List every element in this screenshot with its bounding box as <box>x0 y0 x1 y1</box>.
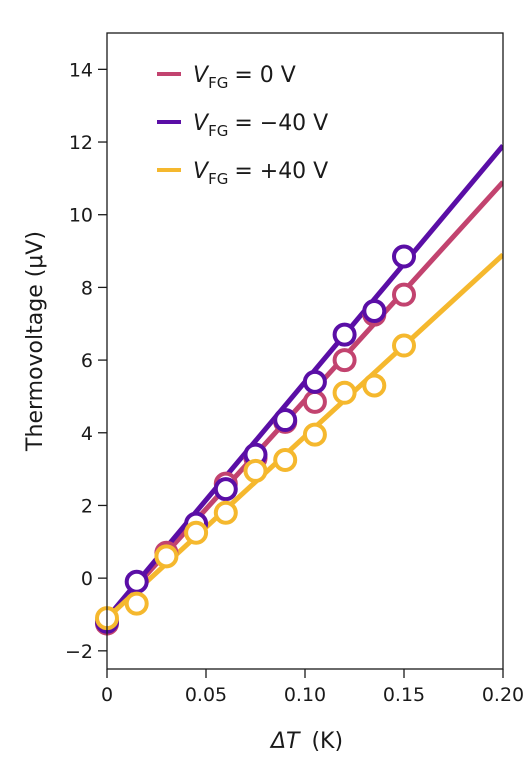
y-tick-label: 14 <box>69 59 93 81</box>
data-point <box>392 244 416 269</box>
legend-label-subscript: FG <box>208 122 228 140</box>
data-point <box>124 569 149 594</box>
data-point <box>332 348 357 373</box>
data-point <box>302 389 327 414</box>
x-axis-title: ΔT (K) <box>269 729 343 754</box>
data-point <box>213 477 238 502</box>
x-tick-label: 0 <box>101 684 113 706</box>
data-point <box>302 422 327 447</box>
data-point <box>213 500 238 525</box>
y-tick-label: 0 <box>81 568 93 590</box>
data-point <box>184 520 209 545</box>
legend-label: VFG = −40 V <box>193 111 328 140</box>
y-tick-label: 10 <box>69 205 93 227</box>
legend-label-symbol: V <box>193 111 210 136</box>
x-tick-label: 0.20 <box>482 684 524 706</box>
y-tick-label: 12 <box>69 132 93 154</box>
y-tick-label: 2 <box>81 495 93 517</box>
legend-label-symbol: V <box>193 159 210 184</box>
x-tick-label: 0.15 <box>383 684 425 706</box>
data-point <box>243 458 268 483</box>
legend-label: VFG = 0 V <box>193 63 296 92</box>
legend-label-value: = −40 V <box>234 111 328 136</box>
y-tick-label: 4 <box>81 423 93 445</box>
x-axis-title-symbol: ΔT <box>269 729 301 754</box>
data-point <box>273 408 298 433</box>
y-tick-label: 6 <box>81 350 93 372</box>
legend-label-value: = +40 V <box>234 159 328 184</box>
x-axis-ticks: 0 0.05 0.10 0.15 0.20 <box>101 669 524 706</box>
legend-label-subscript: FG <box>208 74 228 92</box>
x-axis-title-unit: (K) <box>311 729 343 754</box>
data-point <box>392 333 416 358</box>
data-point <box>362 373 387 398</box>
data-point <box>362 299 387 324</box>
y-tick-label: 8 <box>81 277 93 299</box>
data-point <box>332 322 357 347</box>
data-point <box>273 448 298 473</box>
y-axis-title: Thermovoltage (μV) <box>23 231 48 452</box>
data-point <box>392 282 416 307</box>
x-tick-label: 0.10 <box>284 684 326 706</box>
data-point <box>332 380 357 405</box>
y-axis-ticks: −2 0 2 4 6 8 10 12 14 <box>65 59 107 663</box>
legend-label-symbol: V <box>193 63 210 88</box>
x-tick-label: 0.05 <box>185 684 227 706</box>
legend-label-subscript: FG <box>208 170 228 188</box>
data-point <box>154 544 179 569</box>
data-point <box>124 591 149 616</box>
y-tick-label: −2 <box>65 641 93 663</box>
data-point <box>302 369 327 394</box>
legend-label-value: = 0 V <box>234 63 295 88</box>
legend-label: VFG = +40 V <box>193 159 328 188</box>
